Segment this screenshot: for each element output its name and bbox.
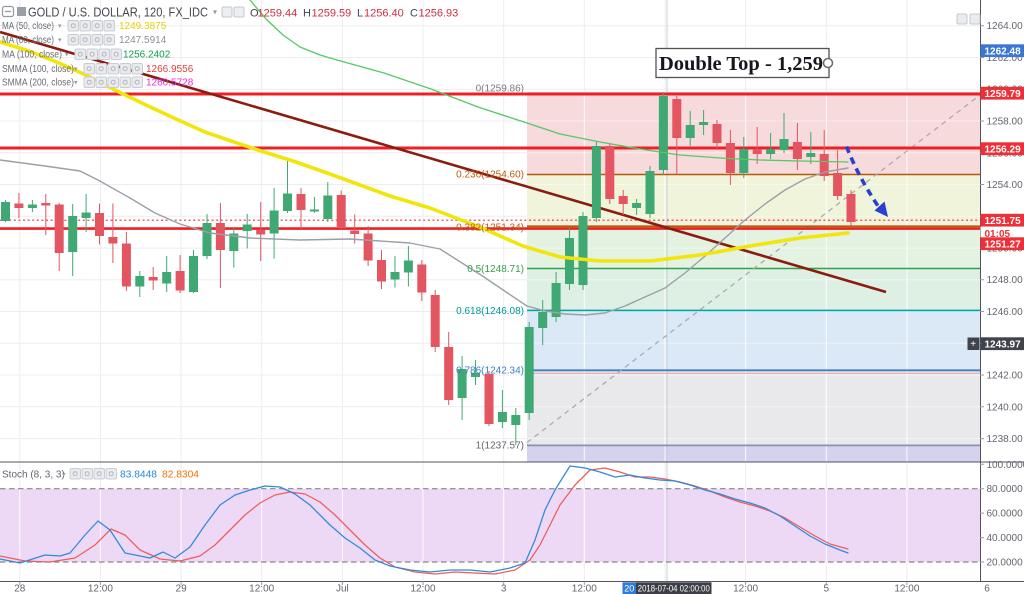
svg-text:1247.5914: 1247.5914 <box>119 35 167 46</box>
svg-text:2018-07-04 02:00:00: 2018-07-04 02:00:00 <box>638 583 710 593</box>
svg-text:▾: ▾ <box>58 23 62 30</box>
svg-text:12:00: 12:00 <box>733 584 758 594</box>
svg-text:1258.00: 1258.00 <box>987 117 1024 128</box>
svg-text:GOLD / U.S. DOLLAR, 120, FX_ID: GOLD / U.S. DOLLAR, 120, FX_IDC <box>28 5 208 20</box>
svg-text:O: O <box>250 8 259 20</box>
svg-text:1254.00: 1254.00 <box>987 180 1024 191</box>
svg-text:0.382(1251.34): 0.382(1251.34) <box>456 223 524 234</box>
svg-text:SMMA (100, close): SMMA (100, close) <box>2 64 74 75</box>
svg-text:1256.29: 1256.29 <box>985 144 1022 155</box>
svg-text:MA (50, close): MA (50, close) <box>2 21 54 32</box>
svg-text:3: 3 <box>501 584 507 594</box>
svg-text:01:05: 01:05 <box>985 229 1011 240</box>
svg-text:12:00: 12:00 <box>894 584 919 594</box>
svg-text:1256.40: 1256.40 <box>364 8 404 20</box>
svg-text:L: L <box>357 8 363 20</box>
svg-text:1259.44: 1259.44 <box>258 8 298 20</box>
svg-text:1251.27: 1251.27 <box>985 239 1022 250</box>
svg-text:1259.79: 1259.79 <box>985 89 1022 100</box>
svg-text:1266.9556: 1266.9556 <box>146 64 194 75</box>
svg-text:80.0000: 80.0000 <box>987 484 1024 495</box>
svg-text:MA (60, close): MA (60, close) <box>2 35 54 46</box>
svg-text:Jul: Jul <box>336 584 349 594</box>
svg-text:1249.3875: 1249.3875 <box>119 21 167 32</box>
svg-text:1259.59: 1259.59 <box>312 8 352 20</box>
svg-text:5: 5 <box>824 584 830 594</box>
svg-text:12:00: 12:00 <box>572 584 597 594</box>
svg-text:1242.00: 1242.00 <box>987 371 1024 382</box>
svg-text:60.0000: 60.0000 <box>987 509 1024 520</box>
svg-text:1264.00: 1264.00 <box>987 21 1024 32</box>
svg-text:1238.00: 1238.00 <box>987 434 1024 445</box>
svg-text:12:00: 12:00 <box>410 584 435 594</box>
svg-text:1251.75: 1251.75 <box>985 216 1022 227</box>
svg-text:▾: ▾ <box>65 52 69 59</box>
svg-text:1262.00: 1262.00 <box>987 53 1024 64</box>
svg-text:20: 20 <box>624 583 634 593</box>
svg-text:29: 29 <box>176 584 188 594</box>
svg-text:MA (100, close): MA (100, close) <box>2 50 62 61</box>
svg-text:▾: ▾ <box>74 80 78 87</box>
svg-text:12:00: 12:00 <box>88 584 113 594</box>
svg-text:0.236(1254.60): 0.236(1254.60) <box>456 170 524 181</box>
svg-text:1248.00: 1248.00 <box>987 275 1024 286</box>
svg-text:▾: ▾ <box>74 66 78 73</box>
svg-text:6: 6 <box>984 584 990 594</box>
svg-text:83.8448: 83.8448 <box>120 470 157 481</box>
svg-text:28: 28 <box>14 584 26 594</box>
svg-text:1260.5728: 1260.5728 <box>146 78 194 89</box>
svg-text:▾: ▾ <box>213 8 217 17</box>
svg-text:20.0000: 20.0000 <box>987 558 1024 569</box>
svg-text:0.5(1248.71): 0.5(1248.71) <box>467 264 524 275</box>
svg-text:0.786(1242.34): 0.786(1242.34) <box>456 366 524 377</box>
svg-text:12:00: 12:00 <box>249 584 274 594</box>
svg-text:0.618(1246.08): 0.618(1246.08) <box>456 306 524 317</box>
svg-text:+: + <box>970 339 976 350</box>
svg-text:Stoch (8, 3, 3): Stoch (8, 3, 3) <box>2 470 65 481</box>
svg-text:Double Top - 1,259: Double Top - 1,259 <box>659 53 823 75</box>
svg-text:C: C <box>410 8 418 20</box>
svg-text:1240.00: 1240.00 <box>987 402 1024 413</box>
svg-text:40.0000: 40.0000 <box>987 533 1024 544</box>
svg-text:▾: ▾ <box>62 472 66 479</box>
svg-text:SMMA (200, close): SMMA (200, close) <box>2 78 74 89</box>
svg-text:1262.48: 1262.48 <box>985 46 1022 57</box>
svg-text:H: H <box>303 8 311 20</box>
svg-text:100.0000: 100.0000 <box>987 460 1024 471</box>
svg-text:1246.00: 1246.00 <box>987 307 1024 318</box>
svg-text:1(1237.57): 1(1237.57) <box>476 441 524 452</box>
svg-text:1256.2402: 1256.2402 <box>123 50 171 61</box>
svg-text:1243.97: 1243.97 <box>985 339 1022 350</box>
svg-text:1256.93: 1256.93 <box>419 8 459 20</box>
svg-text:82.8304: 82.8304 <box>162 470 199 481</box>
svg-text:▾: ▾ <box>58 37 62 44</box>
svg-text:0(1259.86): 0(1259.86) <box>476 84 524 95</box>
